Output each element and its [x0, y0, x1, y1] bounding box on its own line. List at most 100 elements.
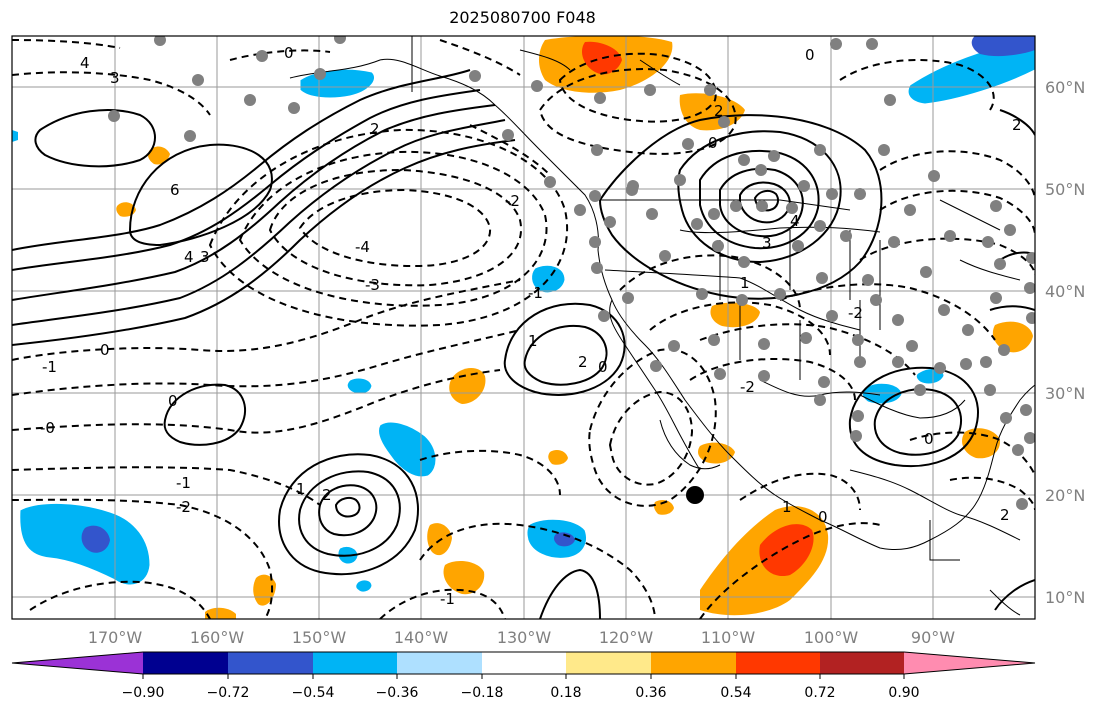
contour-label: 0 — [100, 341, 110, 359]
orange-shading-small-f — [427, 523, 452, 556]
latitude-axis: 60°N 50°N 40°N 30°N 20°N 10°N — [1045, 78, 1085, 607]
blue-shading-small-a — [346, 377, 373, 395]
orange-shading-130w — [449, 367, 486, 404]
colorbar-segment — [736, 652, 820, 674]
contour-label: -1 — [42, 358, 57, 376]
orange-shading-small-g — [205, 607, 236, 619]
contour-label: -0 — [40, 419, 55, 437]
contour-label: -4 — [355, 238, 370, 256]
contour-label: 1 — [528, 332, 538, 350]
colorbar: −0.90 −0.72 −0.54 −0.36 −0.18 0.18 0.36 … — [11, 651, 1036, 701]
contour-label: -2 — [848, 304, 863, 322]
contours-solid — [12, 69, 1035, 619]
contour-label: 0 — [708, 134, 718, 152]
lat-label-20n: 20°N — [1045, 486, 1085, 505]
contour-label: 2 — [1000, 506, 1010, 524]
orange-shading-small-h — [654, 500, 674, 515]
orange-shading-small-e — [548, 450, 568, 465]
blue-shading-140w — [377, 421, 437, 478]
contour-label: -2 — [740, 378, 755, 396]
lon-label-130w: 130°W — [497, 628, 552, 647]
contour-label: -1 — [440, 590, 455, 608]
contour-label: 4 — [80, 54, 90, 72]
contour-label: 1 — [782, 498, 792, 516]
lon-label-170w: 170°W — [88, 628, 143, 647]
contour-label: 0 — [805, 46, 815, 64]
dark-blue-shading-north-east — [971, 36, 1035, 57]
colorbar-segment — [820, 652, 904, 674]
contour-label: 2 — [714, 102, 724, 120]
contour-label: -1 — [528, 284, 543, 302]
red-shading-north — [581, 41, 622, 75]
blue-shading-baja — [531, 264, 566, 294]
lon-label-160w: 160°W — [190, 628, 245, 647]
blue-shading-gulf — [861, 382, 903, 405]
lon-label-90w: 90°W — [911, 628, 955, 647]
contour-label: 3 — [200, 248, 210, 266]
colorbar-ticks — [142, 674, 905, 679]
blue-shading-north-east — [907, 39, 1035, 105]
contour-label: 6 — [170, 181, 180, 199]
colorbar-label: 0.90 — [888, 685, 919, 701]
lat-label-30n: 30°N — [1045, 384, 1085, 403]
map-title: 2025080700 F048 — [449, 8, 596, 27]
colorbar-segment — [228, 652, 313, 674]
blue-shading-small-west — [12, 130, 18, 142]
contour-label: 1 — [296, 480, 306, 498]
contour-label: 0 — [284, 44, 294, 62]
colorbar-segment — [397, 652, 482, 674]
colorbar-segment — [143, 652, 228, 674]
orange-shading-140w — [443, 560, 485, 595]
blue-shading-small-b — [355, 579, 373, 593]
storm-marker — [686, 486, 704, 504]
map-frame — [11, 35, 1036, 620]
contour-label: 3 — [110, 69, 120, 87]
graticule — [12, 36, 1035, 619]
colorbar-label: 0.54 — [720, 685, 751, 701]
colorbar-label: 0.18 — [550, 685, 581, 701]
contour-label: 2 — [370, 120, 380, 138]
contour-label: 0 — [598, 358, 608, 376]
orange-shading-small-b — [147, 146, 170, 165]
lon-label-100w: 100°W — [804, 628, 859, 647]
colorbar-label: −0.72 — [207, 685, 250, 701]
colorbar-segment — [313, 652, 397, 674]
colorbar-extend-low — [12, 652, 143, 674]
contour-label: 1 — [740, 274, 750, 292]
longitude-axis: 170°W 160°W 150°W 140°W 130°W 120°W 110°… — [88, 628, 955, 647]
lon-label-120w: 120°W — [599, 628, 654, 647]
orange-shading-texas — [710, 302, 760, 328]
contour-label: -3 — [365, 276, 380, 294]
orange-shading-small-d — [698, 442, 735, 464]
lat-label-10n: 10°N — [1045, 588, 1085, 607]
lat-label-50n: 50°N — [1045, 180, 1085, 199]
contour-label: 2 — [322, 486, 332, 504]
contour-label: -2 — [505, 192, 520, 210]
contour-labels: 4 3 2 0 6 4 3 -4 -3 -2 -1 0 1 2 0 -1 -0 … — [40, 44, 1022, 608]
contour-label: 0 — [924, 430, 934, 448]
lon-label-140w: 140°W — [394, 628, 449, 647]
contour-label: 2 — [578, 353, 588, 371]
orange-shading-small-a — [253, 574, 276, 606]
colorbar-segment — [482, 652, 566, 674]
dark-blue-shading-hawaii — [81, 525, 110, 553]
contour-label: 2 — [1012, 116, 1022, 134]
lat-label-60n: 60°N — [1045, 78, 1085, 97]
colorbar-label: −0.18 — [461, 685, 504, 701]
contour-label: -1 — [176, 474, 191, 492]
lon-label-150w: 150°W — [292, 628, 347, 647]
colorbar-segment — [651, 652, 736, 674]
contour-label: -2 — [176, 498, 191, 516]
contour-label: 4 — [790, 212, 800, 230]
map-area: 4 3 2 0 6 4 3 -4 -3 -2 -1 0 1 2 0 -1 -0 … — [12, 36, 1035, 619]
red-shading-mexico-coast — [759, 524, 814, 577]
contour-label: 0 — [168, 392, 178, 410]
contour-label: 3 — [762, 234, 772, 252]
colorbar-label: −0.54 — [292, 685, 335, 701]
colorbar-label: 0.72 — [804, 685, 835, 701]
lon-label-110w: 110°W — [701, 628, 756, 647]
contour-label: 0 — [818, 508, 828, 526]
station-dots — [108, 36, 1035, 510]
colorbar-label: 0.36 — [635, 685, 666, 701]
